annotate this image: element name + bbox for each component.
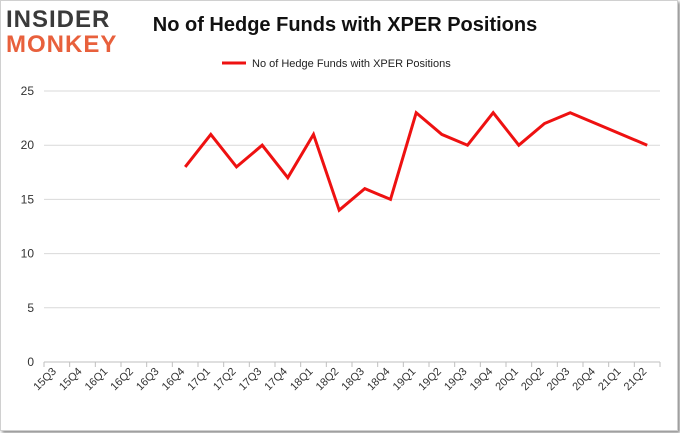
x-tick-label-17Q4: 17Q4: [262, 366, 290, 394]
x-tick-label-19Q3: 19Q3: [442, 366, 470, 394]
series-line-0: [184, 110, 648, 213]
logo-line-2: MONKEY: [6, 31, 118, 58]
x-tick-label-16Q2: 16Q2: [108, 366, 136, 394]
x-tick-label-18Q3: 18Q3: [339, 366, 367, 394]
x-tick-label-21Q2: 21Q2: [622, 366, 650, 394]
y-tick-label-25: 25: [21, 84, 35, 98]
x-tick-label-16Q1: 16Q1: [83, 366, 111, 394]
x-tick-label-17Q3: 17Q3: [237, 366, 265, 394]
x-tick-label-18Q1: 18Q1: [288, 366, 316, 394]
x-tick-label-20Q2: 20Q2: [519, 366, 547, 394]
x-tick-label-15Q4: 15Q4: [57, 366, 85, 394]
x-tick-label-16Q3: 16Q3: [134, 366, 162, 394]
x-tick-label-18Q2: 18Q2: [314, 366, 342, 394]
x-tick-label-19Q2: 19Q2: [416, 366, 444, 394]
x-tick-label-15Q3: 15Q3: [31, 366, 59, 394]
y-tick-label-10: 10: [21, 247, 35, 261]
insider-monkey-logo: INSIDER MONKEY: [6, 6, 130, 58]
x-tick-label-20Q4: 20Q4: [570, 366, 598, 394]
legend-label: No of Hedge Funds with XPER Positions: [252, 58, 451, 70]
x-tick-label-19Q4: 19Q4: [468, 366, 496, 394]
x-tick-label-17Q1: 17Q1: [185, 366, 213, 394]
logo-line-1: INSIDER: [6, 6, 111, 33]
x-tick-label-20Q1: 20Q1: [493, 366, 521, 394]
x-tick-label-18Q4: 18Q4: [365, 366, 393, 394]
chart-title: No of Hedge Funds with XPER Positions: [152, 14, 538, 36]
x-tick-label-17Q2: 17Q2: [211, 366, 239, 394]
y-tick-label-0: 0: [27, 355, 34, 369]
y-tick-label-20: 20: [21, 138, 35, 152]
x-tick-label-16Q4: 16Q4: [160, 366, 188, 394]
y-tick-label-5: 5: [27, 301, 34, 315]
x-tick-label-20Q3: 20Q3: [545, 366, 573, 394]
x-tick-label-19Q1: 19Q1: [391, 366, 419, 394]
x-tick-label-21Q1: 21Q1: [596, 366, 624, 394]
y-tick-label-15: 15: [21, 192, 35, 206]
